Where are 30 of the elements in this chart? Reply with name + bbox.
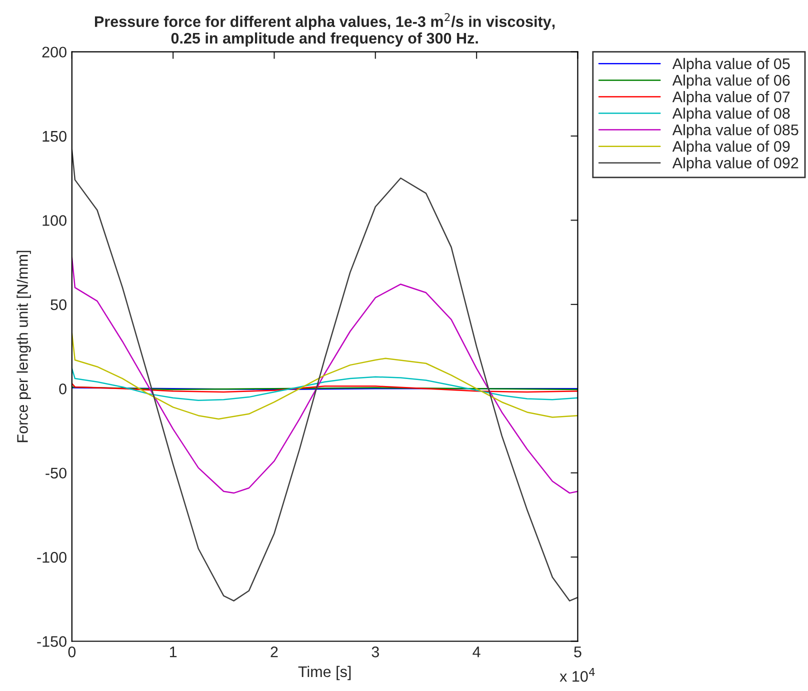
y-axis-title: Force per length unit [N/mm] [16, 250, 31, 442]
line-series [72, 332, 578, 420]
x-tick-label: 0 [68, 646, 76, 658]
y-tick-label: 50 [50, 299, 66, 310]
legend-label: Alpha value of 092 [672, 157, 798, 172]
y-tick-label: 150 [42, 130, 66, 142]
line-series [72, 256, 578, 494]
line-series [72, 382, 578, 393]
chart-title: Pressure force for different alpha values, 1e-3 m$^{2}$/s in viscosity, 0.25 in amplitude and frequency of 300 Hz. [94, 13, 555, 47]
x-tick-label: 4 [472, 646, 480, 658]
y-tick-label: -50 [46, 468, 66, 479]
legend-label: Alpha value of 08 [672, 108, 790, 122]
y-tick-label: -100 [37, 552, 66, 563]
line-series [72, 148, 578, 602]
legend-label: Alpha value of 085 [672, 124, 798, 138]
x-tick-label: 3 [372, 646, 379, 658]
legend-label: Alpha value of 07 [672, 91, 790, 106]
x-axis-title: Time [s] [298, 666, 351, 680]
x-tick-label: 5 [574, 646, 582, 658]
legend-label: Alpha value of 05 [672, 58, 790, 72]
x-tick-label: 2 [270, 646, 278, 658]
legend-label: Alpha value of 06 [672, 74, 790, 89]
legend-label: Alpha value of 09 [672, 140, 790, 155]
x-tick-label: 1 [170, 646, 177, 658]
y-tick-label: 100 [42, 215, 66, 226]
y-tick-label: 200 [42, 46, 66, 58]
text: x 10$^{4}$ [560, 668, 595, 682]
y-tick-label: -150 [37, 636, 66, 647]
y-tick-label: 0 [59, 384, 66, 394]
line-series [72, 368, 578, 402]
